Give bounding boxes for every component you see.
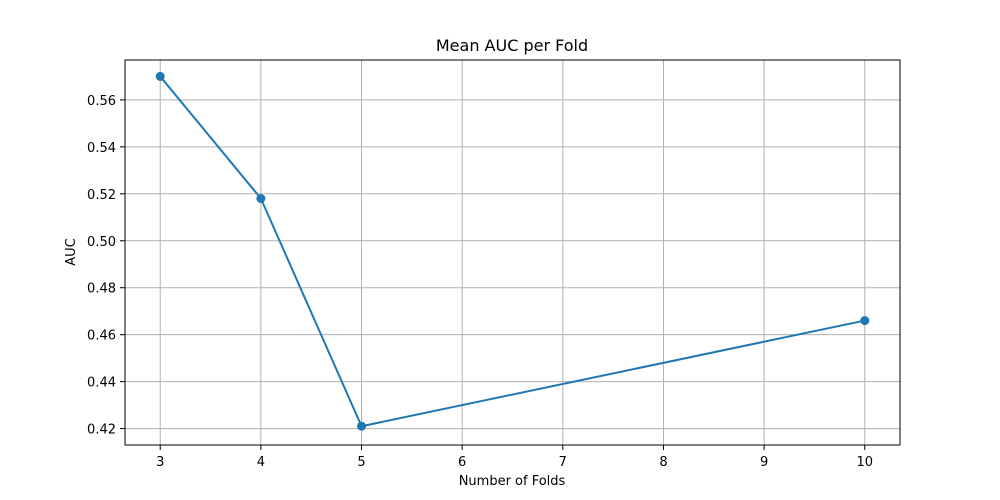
- x-tick-label: 8: [659, 455, 667, 470]
- series-layer: [155, 71, 870, 431]
- chart-title: Mean AUC per Fold: [436, 36, 588, 55]
- y-tick-label: 0.46: [87, 329, 116, 344]
- x-axis-label: Number of Folds: [459, 474, 566, 489]
- x-tick-label: 5: [357, 455, 365, 470]
- y-tick-label: 0.56: [87, 94, 116, 109]
- grid: [125, 60, 900, 445]
- x-tick-label: 10: [856, 455, 873, 470]
- data-point: [155, 71, 165, 81]
- x-tick-label: 3: [156, 455, 164, 470]
- axis-ticks: 3 4 5 6 7 8 9 10 0.42 0.44 0.46 0.48 0.50 0.52 0.54 0.5…: [87, 94, 873, 470]
- y-tick-label: 0.48: [87, 282, 116, 297]
- y-tick-label: 0.44: [87, 376, 116, 391]
- series-line: [159, 75, 865, 428]
- x-tick-label: 4: [257, 455, 265, 470]
- plot-area-frame: [124, 59, 901, 446]
- x-tick-label: 9: [760, 455, 768, 470]
- x-tick-label: 6: [458, 455, 466, 470]
- y-tick-label: 0.54: [87, 141, 116, 156]
- data-point: [256, 194, 266, 204]
- data-point: [860, 316, 870, 326]
- x-tick-label: 7: [559, 455, 567, 470]
- y-tick-label: 0.50: [87, 235, 116, 250]
- y-axis-label: AUC: [64, 238, 79, 266]
- data-point: [357, 421, 367, 431]
- y-tick-label: 0.52: [87, 188, 116, 203]
- y-tick-label: 0.42: [87, 423, 116, 438]
